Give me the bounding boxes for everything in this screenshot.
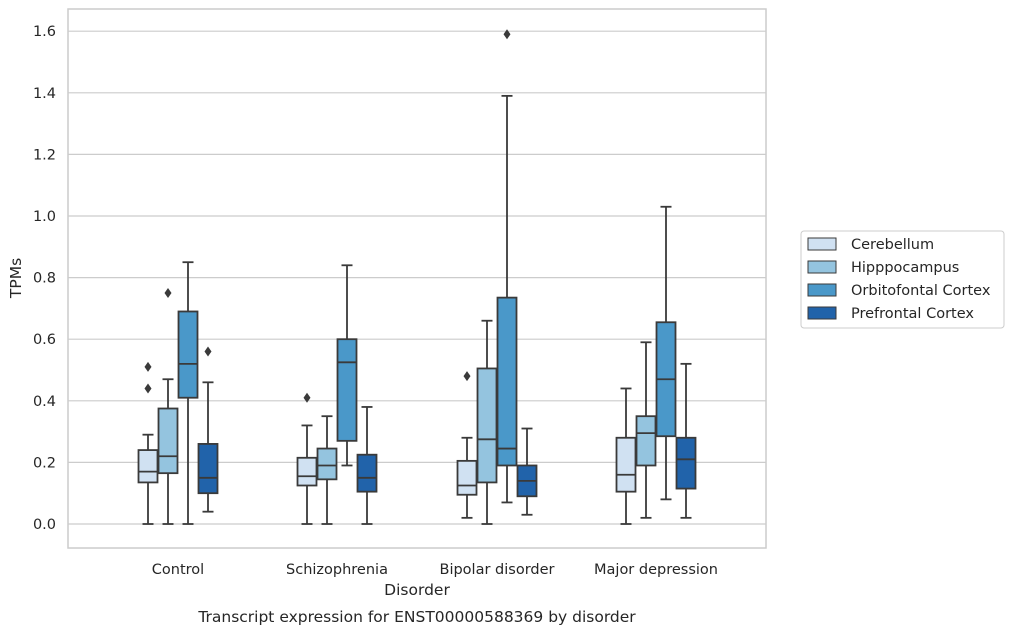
box-body [496, 296, 518, 467]
chart-caption: Transcript expression for ENST0000058836… [197, 608, 636, 626]
box-0-3 [615, 387, 637, 525]
boxes [137, 29, 697, 525]
box-1-0 [157, 288, 179, 525]
box-body [675, 436, 697, 490]
box-body [197, 443, 219, 495]
x-tick-label-3: Major depression [594, 562, 718, 578]
x-axis-title: Disorder [384, 581, 450, 599]
box-1-2 [476, 319, 498, 525]
box-body [456, 459, 478, 496]
y-tick-label-1: 0.2 [33, 455, 56, 471]
outlier-point-0 [144, 383, 152, 394]
y-tick-labels: 0.0 0.2 0.4 0.6 0.8 1.0 1.2 1.4 1.6 [33, 24, 56, 533]
legend-swatch-0 [807, 237, 837, 251]
y-tick-label-4: 0.8 [33, 271, 56, 287]
y-axis-title: TPMs [7, 258, 25, 299]
x-tick-label-2: Bipolar disorder [440, 562, 555, 578]
legend-label-3: Prefrontal Cortex [851, 306, 974, 322]
legend-label-1: Hipppocampus [851, 260, 959, 276]
y-tick-label-6: 1.2 [33, 147, 56, 163]
outlier-point-0 [303, 392, 311, 403]
y-tick-label-7: 1.4 [33, 86, 56, 102]
box-3-0 [197, 346, 219, 513]
box-body [336, 338, 358, 442]
box-1-3 [635, 341, 657, 519]
y-tick-label-5: 1.0 [33, 209, 56, 225]
box-3-3 [675, 362, 697, 519]
box-body [137, 449, 159, 484]
box-body [296, 456, 318, 487]
box-2-1 [336, 264, 358, 467]
box-0-2 [456, 371, 478, 519]
box-2-2 [496, 29, 518, 504]
box-3-2 [516, 427, 538, 516]
y-tick-label-0: 0.0 [33, 517, 56, 533]
box-body [177, 310, 199, 399]
box-2-0 [177, 261, 199, 525]
box-body [316, 447, 338, 481]
y-tick-label-8: 1.6 [33, 24, 56, 40]
box-body [476, 367, 498, 484]
outlier-point-1 [144, 361, 152, 372]
box-2-3 [655, 205, 677, 501]
legend-swatch-2 [807, 283, 837, 297]
legend-swatch-1 [807, 260, 837, 274]
plot-frame [67, 8, 767, 549]
box-body [157, 407, 179, 475]
legend-label-2: Orbitofontal Cortex [851, 283, 991, 299]
x-tick-labels: Control Schizophrenia Bipolar disorder Majo… [152, 562, 718, 578]
box-3-1 [356, 406, 378, 525]
box-0-1 [296, 392, 318, 525]
box-body [635, 415, 657, 467]
box-body [615, 436, 637, 493]
outlier-point-0 [503, 29, 511, 40]
legend-frame [800, 230, 1005, 329]
box-1-1 [316, 415, 338, 525]
y-tick-label-2: 0.4 [33, 394, 56, 410]
legend-label-0: Cerebellum [851, 237, 934, 253]
legend: Cerebellum Hipppocampus Orbitofontal Corte… [800, 230, 1005, 329]
box-0-0 [137, 361, 159, 525]
x-tick-label-1: Schizophrenia [286, 562, 388, 578]
box-body [356, 453, 378, 493]
outlier-point-0 [463, 371, 471, 382]
y-tick-label-3: 0.6 [33, 332, 56, 348]
legend-swatch-3 [807, 306, 837, 320]
outlier-point-0 [164, 288, 172, 298]
x-tick-label-0: Control [152, 562, 204, 578]
outlier-point-0 [204, 346, 212, 357]
